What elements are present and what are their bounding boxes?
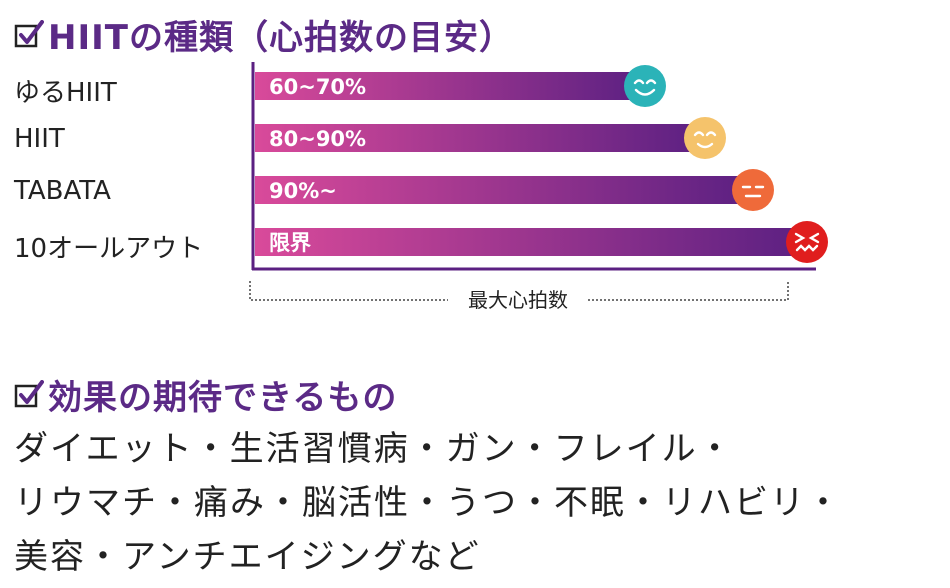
chart-bar <box>255 228 807 256</box>
bar-value-label: 60~70% <box>269 75 366 99</box>
section-heading-hiit-types: HIITの種類（心拍数の目安） <box>14 10 514 59</box>
category-label: 10オールアウト <box>14 234 204 264</box>
effects-line: リウマチ・痛み・脳活性・うつ・不眠・リハビリ・ <box>14 483 842 523</box>
category-label: ゆるHIIT <box>14 78 117 108</box>
category-label: TABATA <box>14 176 111 206</box>
bar-value-label: 90%~ <box>269 179 337 203</box>
heart-rate-bar-chart: 60~70% 80~90% 90%~ 限界 最大心拍数 <box>249 62 828 312</box>
section-title: HIITの種類（心拍数の目安） <box>48 18 514 58</box>
smile-face-icon <box>624 65 666 107</box>
section-heading-effects: 効果の期待できるもの <box>14 370 397 419</box>
content-face-icon <box>684 117 726 159</box>
x-axis-label: 最大心拍数 <box>468 288 568 312</box>
effects-list: ダイエット・生活習慣病・ガン・フレイル・ リウマチ・痛み・脳活性・うつ・不眠・リ… <box>14 422 914 584</box>
neutral-face-icon <box>732 169 774 211</box>
category-label: HIIT <box>14 124 65 154</box>
chart-bar <box>255 176 753 204</box>
distressed-face-icon <box>786 221 828 263</box>
bar-value-label: 80~90% <box>269 127 366 151</box>
chart-bar <box>255 72 645 100</box>
chart-bar <box>255 124 705 152</box>
section-title: 効果の期待できるもの <box>48 378 398 418</box>
axis-range-bracket <box>249 281 789 301</box>
bar-value-label: 限界 <box>269 231 311 255</box>
checkbox-checked-icon <box>14 379 44 407</box>
checkbox-checked-icon <box>14 19 44 47</box>
effects-line: 美容・アンチエイジングなど <box>14 537 481 577</box>
effects-line: ダイエット・生活習慣病・ガン・フレイル・ <box>14 429 734 469</box>
